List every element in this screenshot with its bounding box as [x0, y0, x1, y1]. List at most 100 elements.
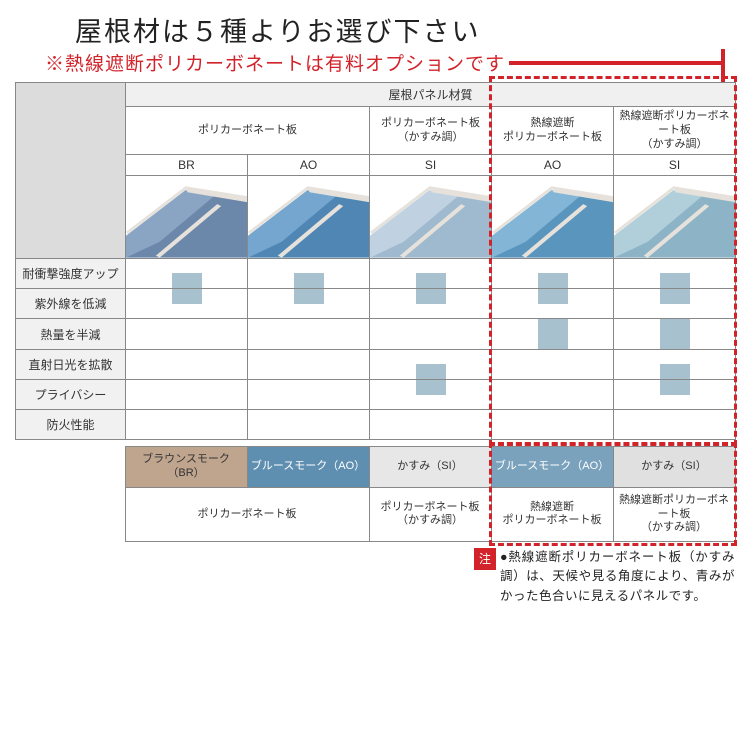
- code-header: SI: [370, 155, 492, 176]
- legend-group: 熱線遮断ポリカーボネート板（かすみ調）: [613, 487, 735, 541]
- feature-bar: [660, 273, 690, 288]
- value-cell: [614, 319, 736, 350]
- code-header: SI: [614, 155, 736, 176]
- value-cell: [492, 380, 614, 410]
- value-cell: [614, 380, 736, 410]
- row-label: 熱量を半減: [16, 319, 126, 350]
- value-cell: [614, 289, 736, 319]
- swatch: ブラウンスモーク（BR）: [125, 447, 247, 488]
- feature-bar: [416, 380, 446, 395]
- legend-table: ブラウンスモーク（BR） ブルースモーク（AO） かすみ（SI） ブルースモーク…: [15, 446, 736, 542]
- code-header: AO: [492, 155, 614, 176]
- legend-group: ポリカーボネート板（かすみ調）: [369, 487, 491, 541]
- table-row: 耐衝撃強度アップ: [16, 259, 736, 289]
- table-row: プライバシー: [16, 380, 736, 410]
- value-cell: [614, 350, 736, 380]
- feature-bar: [416, 289, 446, 304]
- blank-cell: [15, 487, 125, 541]
- material-header: ポリカーボネート板（かすみ調）: [370, 107, 492, 155]
- value-cell: [614, 259, 736, 289]
- legend-group: ポリカーボネート板: [125, 487, 369, 541]
- value-cell: [248, 410, 370, 440]
- value-cell: [614, 410, 736, 440]
- value-cell: [248, 319, 370, 350]
- table-row: 紫外線を低減: [16, 289, 736, 319]
- value-cell: [370, 380, 492, 410]
- value-cell: [370, 319, 492, 350]
- value-cell: [126, 350, 248, 380]
- feature-bar: [538, 289, 568, 304]
- panel-thumb: [492, 176, 614, 259]
- title-block: 屋根材は５種よりお選び下さい ※熱線遮断ポリカーボネートは有料オプションです: [15, 10, 735, 76]
- value-cell: [126, 380, 248, 410]
- value-cell: [248, 350, 370, 380]
- feature-bar: [294, 273, 324, 288]
- value-cell: [492, 319, 614, 350]
- stub-cell: [16, 83, 126, 259]
- arrow-icon: [505, 51, 735, 75]
- feature-bar: [660, 364, 690, 379]
- value-cell: [126, 289, 248, 319]
- feature-bar: [294, 289, 324, 304]
- top-header: 屋根パネル材質: [126, 83, 736, 107]
- row-label: 防火性能: [16, 410, 126, 440]
- legend-group-row: ポリカーボネート板 ポリカーボネート板（かすみ調） 熱線遮断ポリカーボネート板 …: [15, 487, 735, 541]
- note-block: 注 ●熱線遮断ポリカーボネート板（かすみ調）は、天候や見る角度により、青みがかっ…: [15, 548, 735, 606]
- value-cell: [492, 289, 614, 319]
- code-header: AO: [248, 155, 370, 176]
- material-header: ポリカーボネート板: [126, 107, 370, 155]
- feature-bar: [538, 273, 568, 288]
- blank-cell: [15, 447, 125, 488]
- row-label: 紫外線を低減: [16, 289, 126, 319]
- value-cell: [370, 350, 492, 380]
- feature-body: 耐衝撃強度アップ紫外線を低減熱量を半減直射日光を拡散プライバシー防火性能: [16, 259, 736, 440]
- panel-thumb: [614, 176, 736, 259]
- subtitle-row: ※熱線遮断ポリカーボネートは有料オプションです: [15, 49, 735, 76]
- material-header: 熱線遮断ポリカーボネート板（かすみ調）: [614, 107, 736, 155]
- table-row: 防火性能: [16, 410, 736, 440]
- feature-bar: [172, 289, 202, 304]
- main-title: 屋根材は５種よりお選び下さい: [15, 10, 735, 49]
- legend-wrap: ブラウンスモーク（BR） ブルースモーク（AO） かすみ（SI） ブルースモーク…: [15, 446, 735, 542]
- swatch: かすみ（SI）: [613, 447, 735, 488]
- code-header: BR: [126, 155, 248, 176]
- sub-title: ※熱線遮断ポリカーボネートは有料オプションです: [15, 49, 505, 76]
- value-cell: [248, 380, 370, 410]
- panel-thumb: [248, 176, 370, 259]
- feature-bar: [660, 380, 690, 395]
- swatch: かすみ（SI）: [369, 447, 491, 488]
- note-text: ●熱線遮断ポリカーボネート板（かすみ調）は、天候や見る角度により、青みがかった色…: [500, 548, 735, 606]
- value-cell: [370, 410, 492, 440]
- swatch: ブルースモーク（AO）: [491, 447, 613, 488]
- material-header: 熱線遮断ポリカーボネート板: [492, 107, 614, 155]
- table-row: 熱量を半減: [16, 319, 736, 350]
- note-badge: 注: [474, 548, 496, 570]
- feature-bar: [660, 319, 690, 349]
- row-label: 耐衝撃強度アップ: [16, 259, 126, 289]
- feature-bar: [416, 364, 446, 379]
- value-cell: [492, 410, 614, 440]
- table-row: 直射日光を拡散: [16, 350, 736, 380]
- legend-group: 熱線遮断ポリカーボネート板: [491, 487, 613, 541]
- value-cell: [370, 289, 492, 319]
- value-cell: [248, 259, 370, 289]
- feature-bar: [660, 289, 690, 304]
- value-cell: [126, 259, 248, 289]
- value-cell: [126, 319, 248, 350]
- feature-bar: [172, 273, 202, 288]
- row-label: 直射日光を拡散: [16, 350, 126, 380]
- feature-bar: [538, 319, 568, 349]
- panel-thumb: [126, 176, 248, 259]
- comparison-table: 屋根パネル材質 ポリカーボネート板 ポリカーボネート板（かすみ調） 熱線遮断ポリ…: [15, 82, 736, 440]
- feature-bar: [416, 273, 446, 288]
- swatch-row: ブラウンスモーク（BR） ブルースモーク（AO） かすみ（SI） ブルースモーク…: [15, 447, 735, 488]
- row-label: プライバシー: [16, 380, 126, 410]
- value-cell: [370, 259, 492, 289]
- value-cell: [126, 410, 248, 440]
- value-cell: [492, 350, 614, 380]
- value-cell: [248, 289, 370, 319]
- value-cell: [492, 259, 614, 289]
- swatch: ブルースモーク（AO）: [247, 447, 369, 488]
- comparison-table-wrap: 屋根パネル材質 ポリカーボネート板 ポリカーボネート板（かすみ調） 熱線遮断ポリ…: [15, 82, 735, 440]
- panel-thumb: [370, 176, 492, 259]
